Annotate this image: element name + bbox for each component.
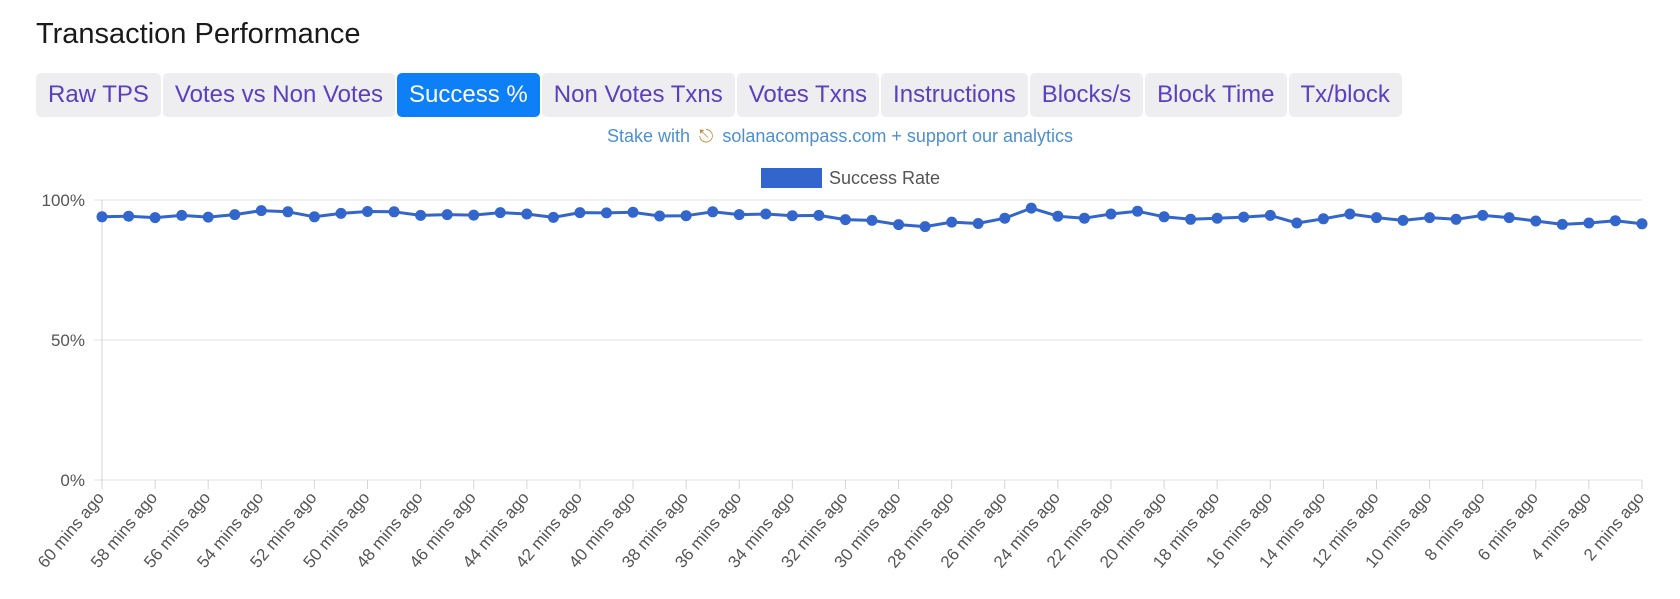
tab-raw-tps[interactable]: Raw TPS [36,73,161,117]
data-point [1371,212,1382,224]
data-point [1503,212,1515,224]
data-point [1052,210,1064,222]
y-tick-label: 50% [51,331,85,350]
data-point [601,207,612,219]
data-point [1530,215,1542,227]
data-point [574,207,586,219]
data-point [972,218,984,229]
compass-icon: ⎋ [699,126,714,146]
data-point [1185,213,1197,225]
data-point [1450,213,1462,225]
data-point [494,207,506,219]
data-point [1556,218,1568,230]
data-point [680,210,692,222]
data-point [733,209,745,221]
data-point [919,221,931,233]
tab-instructions[interactable]: Instructions [881,73,1028,117]
data-point [1477,209,1489,221]
legend-label: Success Rate [829,168,940,188]
data-point [813,209,825,221]
data-point [521,208,533,220]
data-point [1424,212,1436,224]
data-point [388,206,400,218]
data-point [362,206,373,217]
tab-votes-vs-non-votes[interactable]: Votes vs Non Votes [162,73,396,117]
data-point [1238,211,1250,223]
chart-tabs: Raw TPS Votes vs Non Votes Success % Non… [36,73,1402,117]
data-point [866,214,878,226]
promo-prefix: Stake with [606,126,691,146]
data-point [1583,217,1595,229]
data-point [893,219,905,231]
data-point [946,216,958,228]
data-point [229,209,241,221]
data-point [547,211,559,223]
legend-swatch [761,168,822,188]
data-point [1078,212,1090,224]
data-point [1158,211,1170,223]
data-point [308,211,320,223]
data-point [176,209,188,221]
data-point [1609,215,1621,227]
page-title: Transaction Performance [36,18,361,50]
tab-non-votes-txns[interactable]: Non Votes Txns [541,73,735,117]
tab-votes-txns[interactable]: Votes Txns [736,73,880,117]
data-point [1317,213,1329,225]
data-point [468,209,480,221]
data-point [1397,214,1409,226]
data-point [441,209,453,221]
data-point [1636,218,1648,230]
stake-promo: Stake with ⎋ solanacompass.com + support… [0,126,1680,147]
tab-success-percent[interactable]: Success % [397,73,540,117]
tab-blocks-per-second[interactable]: Blocks/s [1029,73,1144,117]
data-point [149,212,161,224]
data-point [1105,208,1117,220]
promo-link[interactable]: solanacompass.com + support our analytic… [722,126,1073,146]
data-point [707,206,719,218]
data-point [1264,209,1276,221]
data-point [255,205,267,217]
data-point [282,206,294,218]
data-point [654,210,666,222]
data-point [96,211,108,223]
data-point [1344,208,1356,220]
tab-tx-per-block[interactable]: Tx/block [1288,73,1402,117]
data-point [1025,202,1037,214]
data-point [999,212,1011,224]
data-point [1211,212,1223,224]
y-tick-label: 0% [60,471,85,490]
data-point [839,214,851,226]
data-point [202,211,214,223]
y-tick-label: 100% [42,191,85,210]
data-point [627,206,639,218]
data-point [786,210,798,222]
tab-block-time[interactable]: Block Time [1145,73,1287,117]
data-point [1291,217,1303,229]
data-point [1132,205,1143,217]
data-point [123,210,135,222]
data-point [415,209,427,221]
data-point [335,207,347,219]
data-point [760,208,772,220]
